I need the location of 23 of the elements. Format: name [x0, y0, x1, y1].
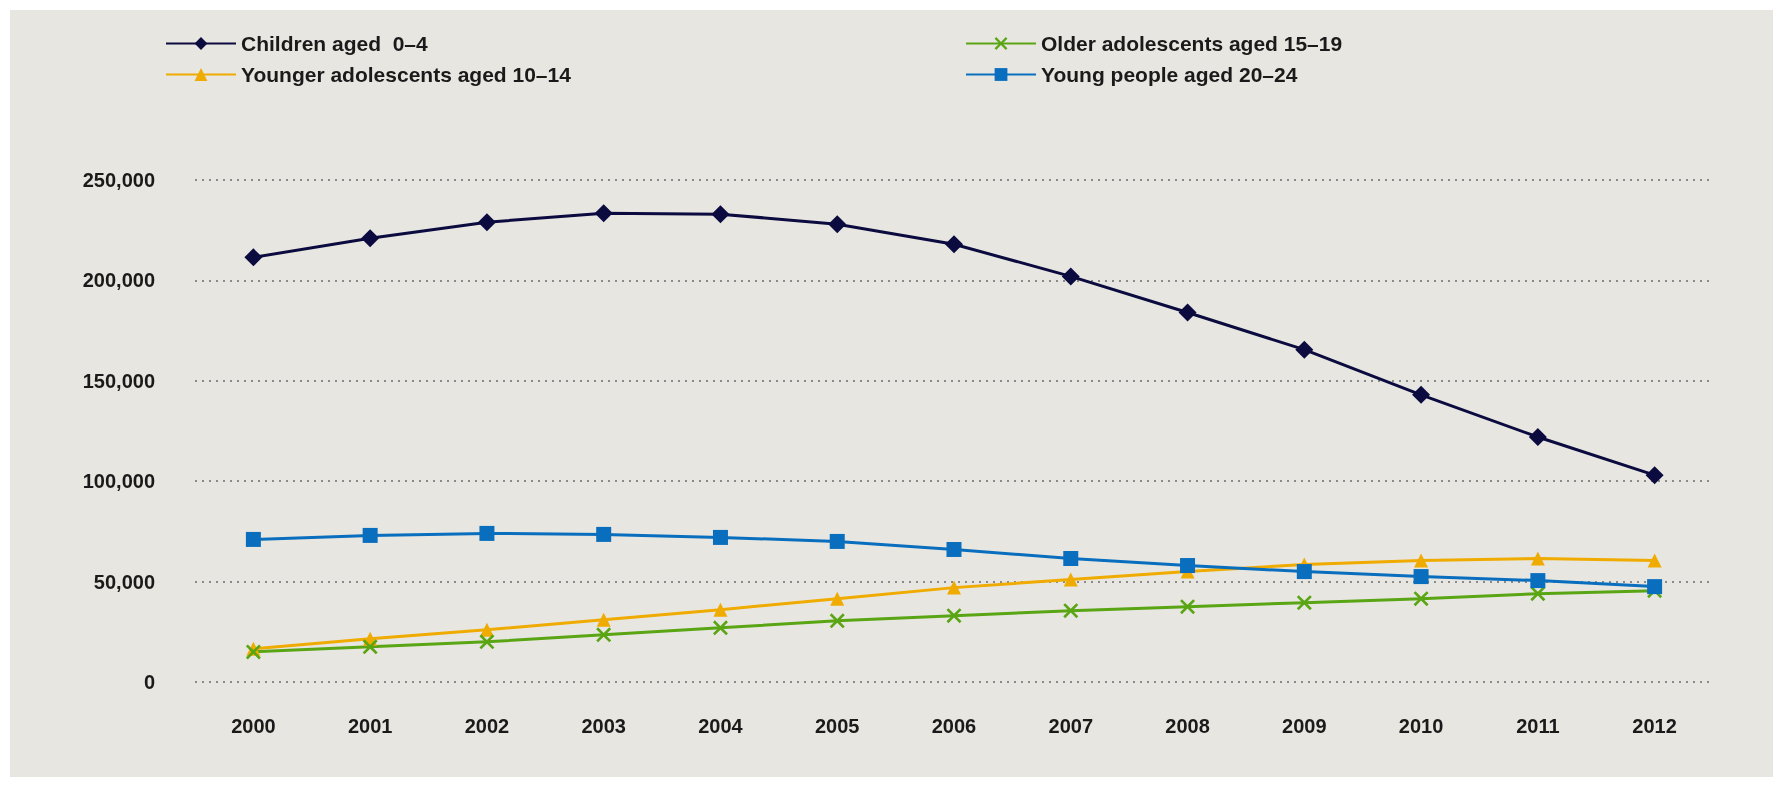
y-tick-label: 150,000	[82, 369, 155, 392]
legend-label: Children aged 0–4	[241, 32, 429, 55]
x-tick-label: 2005	[814, 715, 860, 737]
legend-label: Younger adolescents aged 10–14	[241, 63, 572, 86]
y-tick-label: 0	[143, 671, 155, 693]
x-tick-label: 2012	[1632, 715, 1677, 737]
x-tick-label: 2008	[1165, 715, 1210, 737]
legend-label: Young people aged 20–24	[1041, 63, 1298, 86]
x-tick-label: 2000	[231, 715, 276, 737]
x-tick-label: 2007	[1048, 715, 1094, 737]
y-tick-label: 100,000	[82, 470, 155, 493]
y-tick-label: 50,000	[93, 570, 155, 593]
y-tick-label: 250,000	[82, 169, 155, 191]
x-tick-label: 2002	[464, 715, 510, 737]
legend-label: Older adolescents aged 15–19	[1041, 32, 1343, 55]
x-tick-label: 2011	[1516, 715, 1560, 737]
y-tick-label: 200,000	[82, 269, 155, 292]
x-tick-label: 2004	[698, 715, 744, 737]
x-tick-label: 2001	[347, 715, 393, 737]
x-tick-label: 2003	[581, 715, 626, 737]
x-tick-label: 2009	[1282, 715, 1327, 737]
x-tick-label: 2010	[1398, 715, 1444, 737]
x-tick-label: 2006	[931, 715, 977, 737]
